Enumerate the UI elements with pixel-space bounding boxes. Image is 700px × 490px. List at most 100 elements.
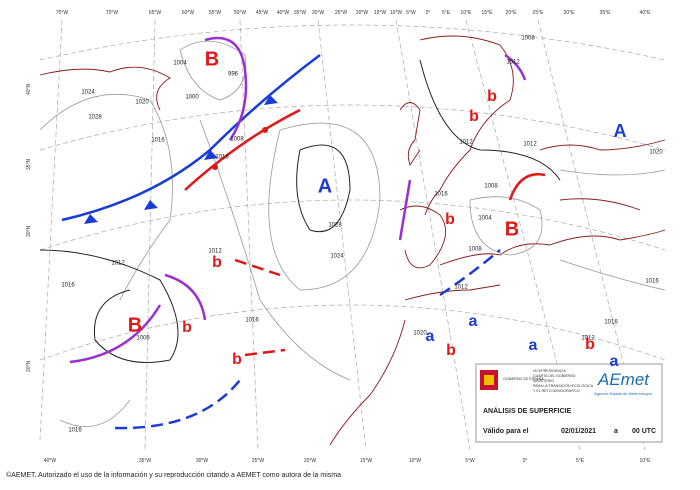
lon-label: 60°W [182,10,195,16]
isobar-label: 996 [228,72,239,78]
agency-line: Y EL RETO DEMOGRÁFICO [533,389,580,393]
pressure-center: b [232,351,242,368]
lon-label: 70°W [106,10,119,16]
isobar-label: 1012 [523,142,537,148]
lon-label: 5°E [442,10,451,16]
lon-label: 5°W [406,10,416,16]
logo-subtitle: Agencia Estatal de Meteorología [594,391,653,396]
lon-label: 35°E [600,10,612,16]
lon-label: 30°W [196,458,209,464]
isobar-label: 1016 [434,192,448,198]
isobar-label: 1008 [484,184,498,190]
lon-label: 10°W [409,458,422,464]
lat-label: 40°N [26,83,32,95]
lon-label: 5°E [576,458,585,464]
isobar-label: 1004 [478,216,492,222]
copyright: ©AEMET. Autorizado el uso de la informac… [6,471,341,479]
lon-label: 10°E [640,458,652,464]
pressure-center: b [585,336,595,353]
lon-label: 15°W [360,458,373,464]
lon-label: 15°E [482,10,494,16]
agency-line: CUARTA DEL GOBIERNO [533,374,576,378]
isobar-label: 1016 [68,428,82,434]
lon-label: 40°W [277,10,290,16]
government: GOBIERNO DE ESPAÑA [503,376,544,381]
pressure-center: B [205,48,219,70]
isobar-label: 1016 [61,283,75,289]
coastlines [39,35,666,446]
isobar-label: 1012 [111,261,125,267]
pressure-center: A [614,121,627,141]
lon-label: 20°E [506,10,518,16]
isobar-label: 1008 [521,36,535,42]
lat-label: 30°N [26,225,32,237]
map-title: ANÁLISIS DE SUPERFICIE [483,406,572,415]
fronts [61,36,546,430]
pressure-center: a [426,328,435,345]
isobar-label: 1004 [173,61,187,67]
pressure-center: b [487,88,497,105]
isobar-label: 1012 [506,60,520,66]
lon-label: 25°W [252,458,265,464]
isobar-label: 1020 [135,100,149,106]
isobar-label: 1024 [81,90,95,96]
lon-label: 30°W [312,10,325,16]
lon-label: 40°W [44,458,57,464]
pressure-center: b [446,342,456,359]
isobar-label: 1012 [581,336,595,342]
pressure-center: a [610,353,619,370]
isobar-label: 1012 [208,249,222,255]
isobar-label: 1016 [215,155,229,161]
pressure-center: b [182,319,192,336]
lon-label: 75°W [56,10,69,16]
pressure-center: b [212,254,222,271]
info-panel [475,363,663,443]
isobar-label: 1016 [151,138,165,144]
lon-label: 45°W [256,10,269,16]
valid-label: Válido para el [483,428,529,435]
lon-label: 35°W [139,458,152,464]
isobar-label: 1008 [230,137,244,143]
lat-label: 20°N [26,360,32,372]
isobar-label: 1020 [413,331,427,337]
info-box [475,363,663,443]
lon-label: 0° [523,458,528,464]
pressure-center: b [469,108,479,125]
isobar-label: 1024 [330,254,344,260]
lon-label: 0° [426,10,431,16]
logo: AEmet [597,370,650,389]
lon-label: 30°E [564,10,576,16]
valid-date: 02/01/2021 [561,428,596,435]
agency-line: VICEPRESIDENCIA [533,369,566,373]
lon-label: 55°W [209,10,222,16]
connector: a [614,428,618,435]
isobar-label: 1008 [136,336,150,342]
isobar-label: 1016 [645,279,659,285]
valid-time: 00 UTC [632,428,656,435]
pressure-center: B [505,218,519,240]
agency-line: PARA LA TRANSICIÓN ECOLÓGICA [533,383,594,388]
lon-label: 50°W [234,10,247,16]
lon-label: 35°W [294,10,307,16]
lon-label: 10°W [390,10,403,16]
lat-label: 35°N [26,158,32,170]
pressure-center: a [529,337,538,354]
pressure-center: B [128,314,142,336]
agency-line: MINISTERIO [533,379,554,383]
lon-label: 25°W [335,10,348,16]
lon-label: 20°W [304,458,317,464]
pressure-center: a [469,313,478,330]
isobar-label: 1028 [88,115,102,121]
lon-label: 20°W [356,10,369,16]
isobar-label: 1020 [649,150,663,156]
isobar-label: 1016 [604,320,618,326]
lon-label: 25°E [533,10,545,16]
isobars [39,40,666,427]
isobar-label: 1000 [185,95,199,101]
lon-label: 65°W [149,10,162,16]
lon-label: 15°W [374,10,387,16]
isobar-label: 1012 [459,140,473,146]
pressure-center: b [445,211,455,228]
lon-label: 10°E [461,10,473,16]
